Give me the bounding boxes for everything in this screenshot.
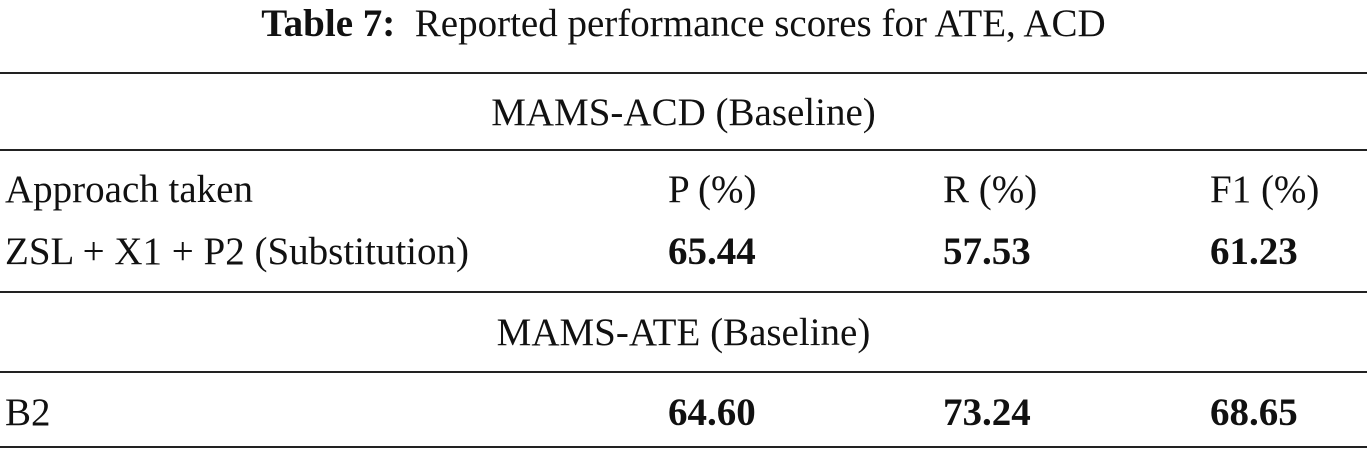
cell: 61.23 bbox=[1210, 230, 1298, 273]
caption-text: Reported performance scores for ATE, ACD bbox=[414, 2, 1106, 45]
cell: 64.60 bbox=[668, 391, 756, 434]
cell: 65.44 bbox=[668, 230, 756, 273]
section-title: MAMS-ACD (Baseline) bbox=[491, 91, 876, 134]
header-cell: P (%) bbox=[668, 168, 757, 211]
row-label: ZSL + X1 + P2 (Substitution) bbox=[5, 230, 470, 273]
cell: 57.53 bbox=[943, 230, 1031, 273]
row-label: B2 bbox=[5, 391, 51, 434]
rule bbox=[0, 72, 1367, 74]
cell: 68.65 bbox=[1210, 391, 1298, 434]
cell: 73.24 bbox=[943, 391, 1031, 434]
header-cell: F1 (%) bbox=[1210, 168, 1320, 211]
header-cell: Approach taken bbox=[5, 168, 253, 211]
caption-label: Table 7: bbox=[261, 2, 396, 45]
rule bbox=[0, 291, 1367, 293]
section-title: MAMS-ATE (Baseline) bbox=[496, 311, 871, 354]
header-cell: R (%) bbox=[943, 168, 1038, 211]
rule bbox=[0, 446, 1367, 448]
rule bbox=[0, 371, 1367, 373]
table-caption: Table 7: Reported performance scores for… bbox=[0, 2, 1367, 46]
rule bbox=[0, 149, 1367, 151]
